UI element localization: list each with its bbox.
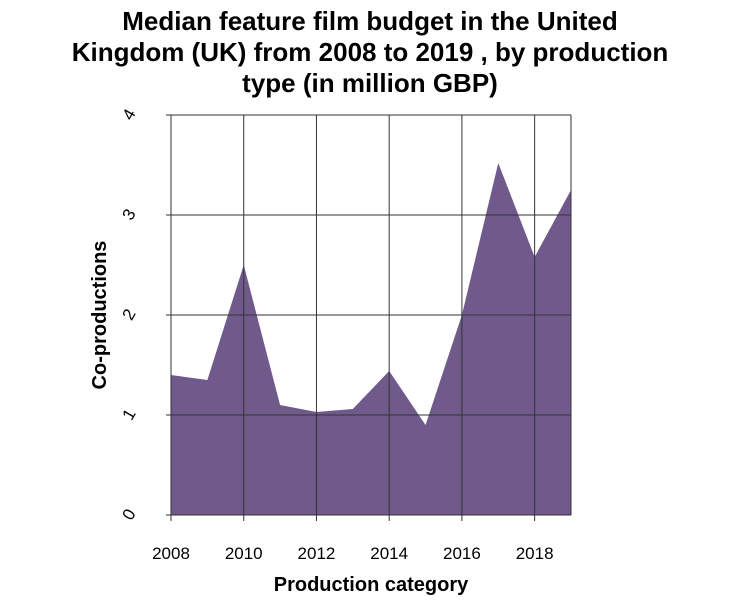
x-tick-label: 2012 bbox=[298, 544, 336, 563]
x-axis-label: Production category bbox=[274, 574, 469, 596]
chart-title-line-2: Kingdom (UK) from 2008 to 2019 , by prod… bbox=[72, 37, 669, 67]
x-tick-label: 2014 bbox=[370, 544, 408, 563]
y-tick-label: 1 bbox=[119, 406, 140, 424]
plot-area: 0 1 2 3 4 2008 2010 2012 2014 2016 2018 bbox=[119, 106, 572, 563]
x-tick-label: 2016 bbox=[443, 544, 481, 563]
chart-title: Median feature film budget in the United… bbox=[72, 6, 669, 98]
chart-title-line-1: Median feature film budget in the United bbox=[122, 6, 617, 36]
chart-title-line-3: type (in million GBP) bbox=[242, 68, 498, 98]
x-tick-label: 2018 bbox=[516, 544, 554, 563]
x-tick-label: 2008 bbox=[152, 544, 190, 563]
y-tick-label: 4 bbox=[119, 106, 140, 124]
y-tick-label: 3 bbox=[119, 206, 140, 224]
area-series bbox=[171, 163, 571, 515]
y-axis-label: Co-productions bbox=[89, 241, 111, 390]
x-tick-label: 2010 bbox=[225, 544, 263, 563]
y-tick-label: 2 bbox=[119, 306, 140, 324]
y-tick-label: 0 bbox=[119, 506, 140, 524]
